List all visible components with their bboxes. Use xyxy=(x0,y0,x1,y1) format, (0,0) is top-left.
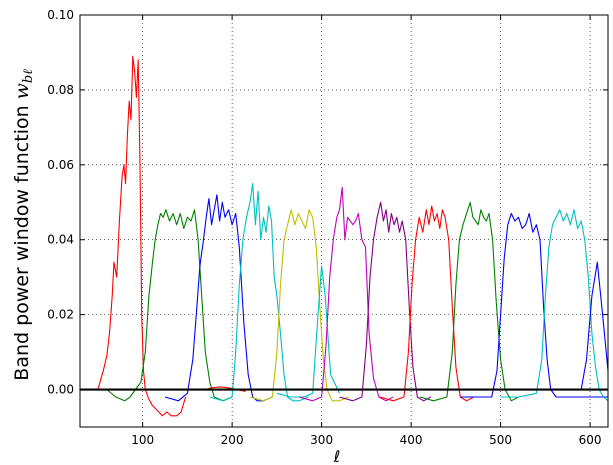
y-axis-label-symbol: w xyxy=(11,83,33,99)
window-function-line-13 xyxy=(500,209,609,402)
window-function-line-9 xyxy=(339,201,432,402)
y-tick-label: 0.04 xyxy=(47,233,74,247)
axes: 100 200 300 400 500 600 0.00 0.02 0.04 0.06 0.08 0.… xyxy=(47,8,609,447)
x-tick-label: 500 xyxy=(489,433,512,447)
x-tick-label: 600 xyxy=(579,433,602,447)
x-axis-label: ℓ xyxy=(333,447,341,465)
x-tick-label: 400 xyxy=(400,433,423,447)
y-tick-label: 0.06 xyxy=(47,158,74,172)
x-tick-label: 100 xyxy=(131,433,154,447)
plot-frame xyxy=(79,14,609,428)
x-tick-label: 300 xyxy=(310,433,333,447)
window-function-line-5 xyxy=(209,182,309,402)
y-tick-label: 0.00 xyxy=(47,383,74,397)
y-axis-label: Band power window function wbℓ xyxy=(11,69,36,381)
window-function-line-11 xyxy=(419,201,519,402)
x-tick-label: 200 xyxy=(221,433,244,447)
window-function-line-1 xyxy=(97,55,187,417)
plot-area xyxy=(80,55,609,417)
y-tick-label: 0.10 xyxy=(47,8,74,22)
window-function-line-3 xyxy=(106,209,233,402)
window-function-line-10 xyxy=(379,205,475,402)
y-tick-label: 0.02 xyxy=(47,308,74,322)
y-axis-label-subscript: bℓ xyxy=(21,69,36,83)
window-function-line-4 xyxy=(164,194,273,402)
window-function-line-8 xyxy=(299,186,394,402)
window-function-line-12 xyxy=(460,212,608,398)
window-function-line-14 xyxy=(580,261,609,390)
window-function-line-6 xyxy=(249,209,349,402)
y-axis-label-text: Band power window function xyxy=(11,99,33,380)
window-function-line-7 xyxy=(276,265,340,398)
y-tick-label: 0.08 xyxy=(47,83,74,97)
